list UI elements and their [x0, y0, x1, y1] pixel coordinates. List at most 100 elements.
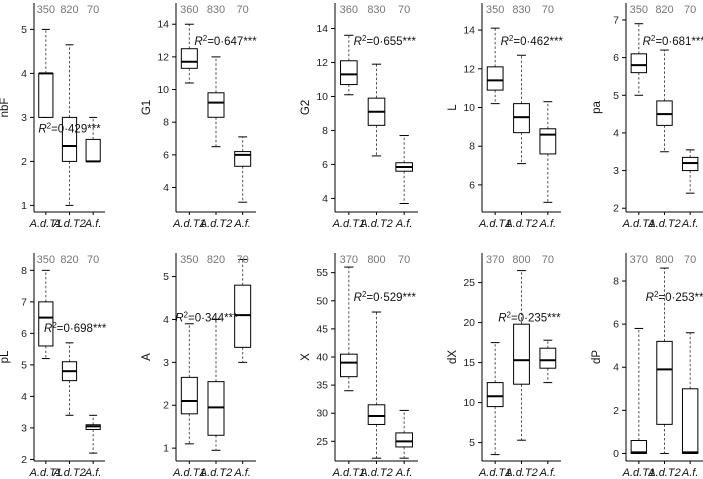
category-label: A.f. [84, 467, 102, 479]
box-iqr [367, 404, 386, 425]
y-tick-label: 12 [316, 57, 328, 69]
category-label: A.d.T1 [332, 218, 365, 230]
sample-count: 820 [60, 4, 78, 16]
sample-count: 800 [367, 254, 385, 266]
r-squared-annotation: R2=0·344*** [175, 310, 238, 325]
y-tick-label: 14 [463, 25, 475, 37]
y-tick-label: 3 [21, 112, 27, 124]
sample-count: 70 [237, 254, 249, 266]
sample-count: 70 [87, 254, 99, 266]
category-label: A.d.T1 [478, 218, 511, 230]
y-tick-label: 10 [463, 397, 475, 409]
r-squared-annotation: R2=0·698*** [44, 321, 107, 336]
category-label: A.f. [395, 467, 413, 479]
category-label: A.d.T2 [199, 467, 232, 479]
panel-X: 25 30 35 40 45 50 55 X A.d.T1 370 A.d.T2 800 A.f. 70 R… [300, 253, 418, 479]
sample-count: 370 [630, 254, 648, 266]
r-squared-annotation: R2=0·253*** [646, 289, 703, 304]
y-tick-label: 25 [463, 277, 475, 289]
box-iqr [85, 138, 101, 162]
sample-count: 70 [542, 254, 554, 266]
category-label: A.d.T2 [199, 218, 232, 230]
y-tick-label: 5 [469, 437, 475, 449]
y-tick-label: 3 [21, 422, 27, 434]
r-squared-annotation: R2=0·462*** [501, 33, 564, 48]
box-iqr [486, 66, 504, 91]
category-label: A.d.T2 [647, 218, 680, 230]
box-iqr [180, 376, 198, 415]
box-iqr [61, 116, 78, 162]
sample-count: 830 [207, 4, 225, 16]
sample-count: 70 [542, 4, 554, 16]
y-tick-label: 0 [613, 448, 619, 460]
y-tick-label: 8 [613, 276, 619, 288]
y-tick-label: 3 [613, 165, 619, 177]
y-tick-label: 8 [469, 141, 475, 153]
category-label: A.d.T1 [29, 218, 62, 230]
box-iqr [681, 388, 699, 454]
y-tick-label: 8 [21, 265, 27, 277]
y-tick-label: 6 [21, 328, 27, 340]
y-tick-label: 10 [463, 102, 475, 114]
y-axis-label: pa [591, 101, 603, 114]
y-tick-label: 2 [21, 156, 27, 168]
panel-nbF: 1 2 3 4 5 nbF A.d.T1 350 A.d.T2 820 A.f. 70 R2=0·429… [0, 3, 105, 230]
y-tick-label: 14 [316, 23, 328, 35]
sample-count: 820 [655, 4, 673, 16]
y-axis-label: nbF [0, 98, 11, 118]
y-tick-label: 4 [322, 193, 328, 205]
y-tick-label: 4 [613, 362, 619, 374]
y-axis-label: A [141, 353, 153, 361]
y-tick-label: 30 [316, 408, 328, 420]
category-label: A.f. [539, 218, 557, 230]
y-axis-label: L [447, 104, 459, 111]
y-axis-label: G2 [300, 100, 312, 115]
y-tick-label: 8 [163, 117, 169, 129]
y-tick-label: 4 [163, 314, 169, 326]
y-tick-label: 12 [157, 51, 169, 63]
category-label: A.f. [681, 467, 699, 479]
sample-count: 350 [180, 254, 198, 266]
panel-dX: 5 10 15 20 25 dX A.d.T1 370 A.d.T2 800 A.f. 70 R2=0·… [447, 253, 561, 479]
category-label: A.d.T1 [332, 467, 365, 479]
category-label: A.d.T2 [359, 467, 392, 479]
y-tick-label: 5 [21, 24, 27, 36]
panel-L: 6 8 10 12 14 L A.d.T1 350 A.d.T2 830 A.f. 70 R2=0·46… [447, 3, 563, 230]
r-squared-annotation: R2=0·647*** [194, 33, 257, 48]
sample-count: 70 [398, 4, 410, 16]
category-label: A.d.T1 [622, 218, 655, 230]
category-label: A.f. [233, 218, 251, 230]
box-iqr [234, 284, 252, 348]
y-tick-label: 4 [163, 182, 169, 194]
y-tick-label: 4 [21, 391, 27, 403]
y-tick-label: 8 [322, 125, 328, 137]
y-tick-label: 5 [613, 90, 619, 102]
y-tick-label: 2 [613, 203, 619, 215]
y-tick-label: 25 [316, 436, 328, 448]
y-tick-label: 5 [21, 359, 27, 371]
y-axis-label: pL [0, 350, 11, 363]
box-iqr [630, 440, 648, 454]
category-label: A.d.T1 [29, 467, 62, 479]
panel-A: 1 2 3 4 5 A A.d.T1 350 A.d.T2 820 A.f. 70 R2=0·344**… [141, 253, 256, 479]
box-iqr [207, 92, 225, 118]
panel-G2: 4 6 8 10 12 14 G2 A.d.T1 360 A.d.T2 830 A.f. 70 R2=0·… [300, 3, 418, 230]
category-label: A.d.T1 [478, 467, 511, 479]
y-tick-label: 10 [316, 91, 328, 103]
sample-count: 360 [180, 4, 198, 16]
box-iqr [539, 347, 557, 369]
box-iqr [38, 72, 54, 118]
y-tick-label: 7 [21, 296, 27, 308]
y-tick-label: 2 [163, 400, 169, 412]
r-squared-annotation: R2=0·529*** [354, 289, 417, 304]
y-tick-label: 14 [157, 19, 169, 31]
sample-count: 360 [340, 4, 358, 16]
category-label: A.f. [233, 467, 251, 479]
y-tick-label: 2 [21, 454, 27, 466]
panel-pL: 2 3 4 5 6 7 8 pL A.d.T1 350 A.d.T2 820 A.f. 70 R2=0·69… [0, 253, 107, 479]
sample-count: 70 [237, 4, 249, 16]
y-tick-label: 6 [163, 149, 169, 161]
category-label: A.d.T2 [504, 467, 537, 479]
y-tick-label: 35 [316, 380, 328, 392]
sample-count: 70 [398, 254, 410, 266]
